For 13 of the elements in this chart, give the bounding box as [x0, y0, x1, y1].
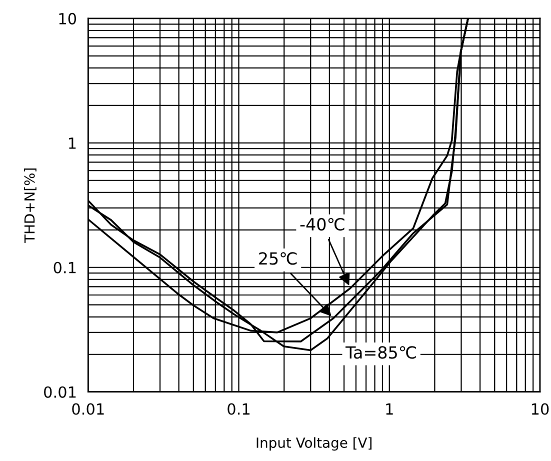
annotation: -40℃	[300, 218, 344, 231]
x-axis-title: Input Voltage [V]	[256, 437, 372, 451]
y-tick-label: 0.1	[54, 262, 76, 274]
x-tick-label: 0.01	[72, 403, 104, 415]
annotation: Ta=85℃	[346, 346, 416, 359]
x-tick-label: 10	[532, 403, 549, 415]
x-tick-label: 0.1	[228, 403, 250, 415]
x-tick-label: 1	[386, 403, 393, 415]
annotation: 25℃	[259, 252, 297, 265]
y-tick-label: 0.01	[44, 386, 76, 398]
y-axis-title: THD+N[%]	[24, 168, 36, 244]
y-tick-label: 1	[69, 138, 76, 149]
y-tick-label: 10	[59, 12, 76, 24]
